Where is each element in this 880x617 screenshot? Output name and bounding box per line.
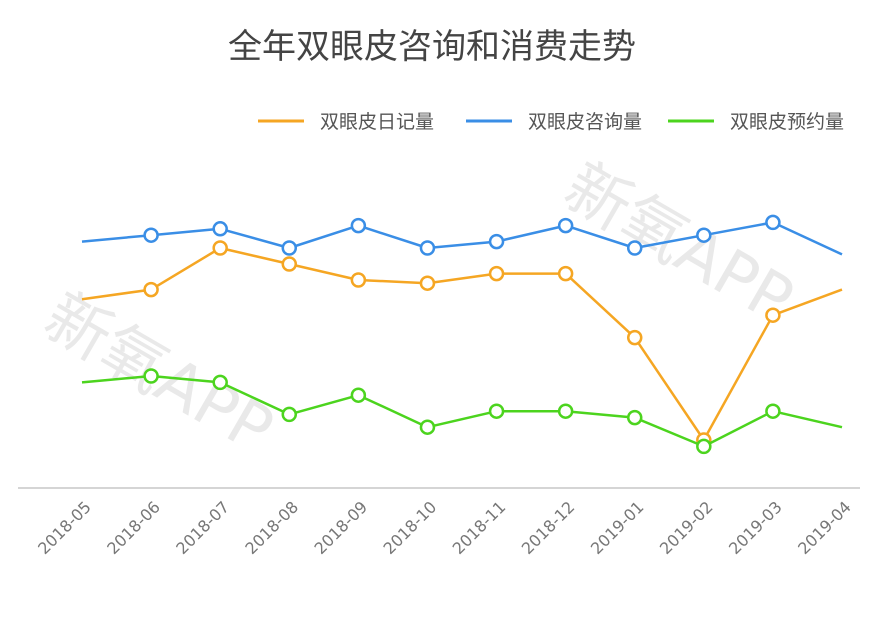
x-tick-label: 2019-02 — [656, 497, 717, 558]
data-point — [212, 221, 228, 237]
x-tick-label: 2018-06 — [103, 497, 164, 558]
series-line — [81, 374, 843, 448]
data-point — [488, 233, 505, 250]
data-point — [765, 214, 781, 231]
data-point — [696, 227, 712, 243]
x-tick-label: 2018-05 — [34, 497, 95, 558]
x-tick-label: 2018-10 — [380, 497, 441, 558]
x-tick-label: 2018-12 — [518, 497, 579, 558]
x-tick-label: 2018-11 — [449, 497, 510, 558]
data-point — [765, 403, 781, 419]
data-point — [419, 275, 436, 291]
data-point — [419, 240, 436, 256]
data-point — [626, 240, 643, 256]
x-tick-label: 2019-04 — [794, 497, 855, 558]
data-point — [557, 403, 574, 419]
data-point — [419, 419, 436, 435]
data-point — [765, 307, 781, 323]
watermark: 新氧APP — [552, 150, 805, 339]
legend-label: 双眼皮日记量 — [320, 111, 434, 133]
legend-label: 双眼皮咨询量 — [528, 111, 642, 133]
legend-item: 双眼皮预约量 — [668, 111, 844, 133]
chart-title: 全年双眼皮咨询和消费走势 — [228, 27, 636, 67]
data-point — [557, 265, 574, 282]
data-point — [350, 272, 367, 288]
series-line — [81, 246, 843, 442]
data-point — [143, 368, 159, 384]
series-line — [81, 221, 843, 256]
data-point — [350, 387, 367, 403]
series-3 — [81, 368, 843, 455]
x-axis-ticks: 2018-05 2018-06 2018-07 2018-08 2018-09 2018-… — [34, 497, 855, 558]
watermark-group: 新氧APP 新氧APP — [32, 150, 805, 469]
x-tick-label: 2019-03 — [725, 497, 786, 558]
series-layer — [81, 214, 843, 455]
x-tick-label: 2018-07 — [172, 497, 233, 558]
x-tick-label: 2019-01 — [587, 497, 648, 558]
series-2 — [81, 214, 843, 256]
series-1 — [81, 240, 843, 448]
data-point — [212, 374, 228, 391]
data-point — [488, 403, 505, 419]
data-point — [281, 240, 298, 256]
data-point — [281, 406, 298, 423]
legend-label: 双眼皮预约量 — [730, 111, 844, 133]
data-point — [143, 227, 159, 243]
x-tick-label: 2018-09 — [310, 497, 371, 558]
data-point — [281, 256, 298, 272]
legend: 双眼皮日记量 双眼皮咨询量 双眼皮预约量 — [258, 111, 844, 133]
legend-item: 双眼皮咨询量 — [466, 111, 642, 133]
x-tick-label: 2018-08 — [241, 497, 302, 558]
data-point — [626, 329, 643, 346]
data-point — [626, 409, 643, 426]
data-point — [350, 217, 367, 234]
data-point — [143, 281, 159, 298]
legend-item: 双眼皮日记量 — [258, 111, 434, 133]
data-point — [488, 265, 505, 282]
data-point — [696, 438, 712, 455]
data-point — [557, 217, 574, 234]
data-point — [212, 240, 228, 256]
